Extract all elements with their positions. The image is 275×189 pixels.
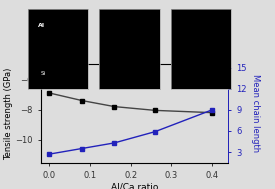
Text: Si: Si bbox=[41, 70, 46, 76]
Text: Al: Al bbox=[39, 23, 45, 28]
X-axis label: Al/Ca ratio: Al/Ca ratio bbox=[111, 183, 158, 189]
Y-axis label: Mean chain length: Mean chain length bbox=[251, 74, 260, 153]
Y-axis label: Tensile strength (GPa): Tensile strength (GPa) bbox=[4, 67, 13, 160]
